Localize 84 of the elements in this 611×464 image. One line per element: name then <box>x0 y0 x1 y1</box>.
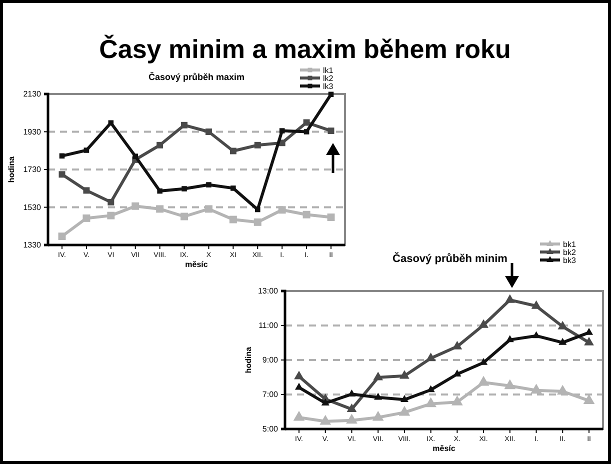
point <box>304 129 310 134</box>
point <box>58 232 66 240</box>
point <box>478 376 490 386</box>
point <box>230 148 236 154</box>
point <box>531 300 542 309</box>
point <box>506 335 514 342</box>
point <box>230 186 236 191</box>
y-tick-label: 2130 <box>23 90 42 99</box>
point <box>254 206 260 212</box>
point <box>346 414 358 424</box>
point <box>206 182 212 188</box>
y-tick-label: 9:00 <box>262 356 279 365</box>
point <box>584 336 594 346</box>
y-tick-label: 1930 <box>23 127 42 136</box>
point <box>373 372 384 380</box>
point <box>372 410 384 421</box>
x-axis-title: měsíc <box>432 444 456 453</box>
point <box>254 142 261 148</box>
chart-title: Časový průběh minim <box>392 252 508 265</box>
point <box>180 212 188 220</box>
point <box>328 92 334 98</box>
point <box>156 142 164 148</box>
legend-label: bk3 <box>563 256 576 265</box>
x-axis-title: měsíc <box>185 260 208 269</box>
point <box>156 205 164 213</box>
point <box>478 319 488 328</box>
point <box>83 187 90 194</box>
y-tick-label: 11:00 <box>258 321 279 330</box>
point <box>451 396 463 406</box>
legend-label: bk1 <box>563 240 576 249</box>
y-tick-label: 1530 <box>23 202 42 212</box>
point <box>453 370 462 376</box>
point <box>532 331 540 338</box>
y-tick-label: 13:00 <box>258 286 279 296</box>
point <box>204 205 212 213</box>
y-tick-label: 7:00 <box>262 390 279 400</box>
point <box>108 198 114 206</box>
legend-label: lk1 <box>323 66 334 75</box>
y-axis-title: hodina <box>244 346 253 374</box>
point <box>132 202 140 210</box>
chart-subtitle: Časový průběh maxim <box>148 71 245 82</box>
point <box>294 370 304 380</box>
point <box>82 214 90 222</box>
point <box>157 188 162 194</box>
point <box>293 410 305 421</box>
point <box>302 210 310 218</box>
point <box>321 398 330 406</box>
point <box>205 128 212 135</box>
point <box>58 171 66 178</box>
point <box>398 406 410 416</box>
point <box>558 320 568 330</box>
point <box>303 119 310 126</box>
point <box>229 216 237 224</box>
point <box>327 214 335 221</box>
chart-title: Časy minim a maxim během roku <box>99 34 511 64</box>
point <box>107 212 115 220</box>
point <box>504 379 516 390</box>
point <box>583 394 595 404</box>
point <box>558 338 567 345</box>
point <box>181 122 188 128</box>
point <box>254 218 262 226</box>
point <box>132 154 138 159</box>
point <box>320 414 332 425</box>
point <box>504 294 515 303</box>
point <box>374 392 382 400</box>
point <box>400 395 408 402</box>
point <box>278 206 286 214</box>
y-axis-title: hodina <box>7 156 16 183</box>
y-tick-label: 5:00 <box>262 424 279 434</box>
point <box>426 352 436 362</box>
point <box>182 186 187 192</box>
point <box>400 370 410 379</box>
point <box>530 384 542 394</box>
point <box>279 128 285 134</box>
legend-label: lk2 <box>323 74 334 83</box>
point <box>328 128 334 134</box>
legend-label: bk2 <box>563 248 576 257</box>
point <box>108 120 114 126</box>
y-tick-label: 1330 <box>23 240 42 250</box>
legend-label: lk3 <box>323 82 334 91</box>
point <box>425 397 437 408</box>
point <box>84 148 90 153</box>
point <box>346 403 357 412</box>
y-tick-label: 1730 <box>23 165 42 174</box>
